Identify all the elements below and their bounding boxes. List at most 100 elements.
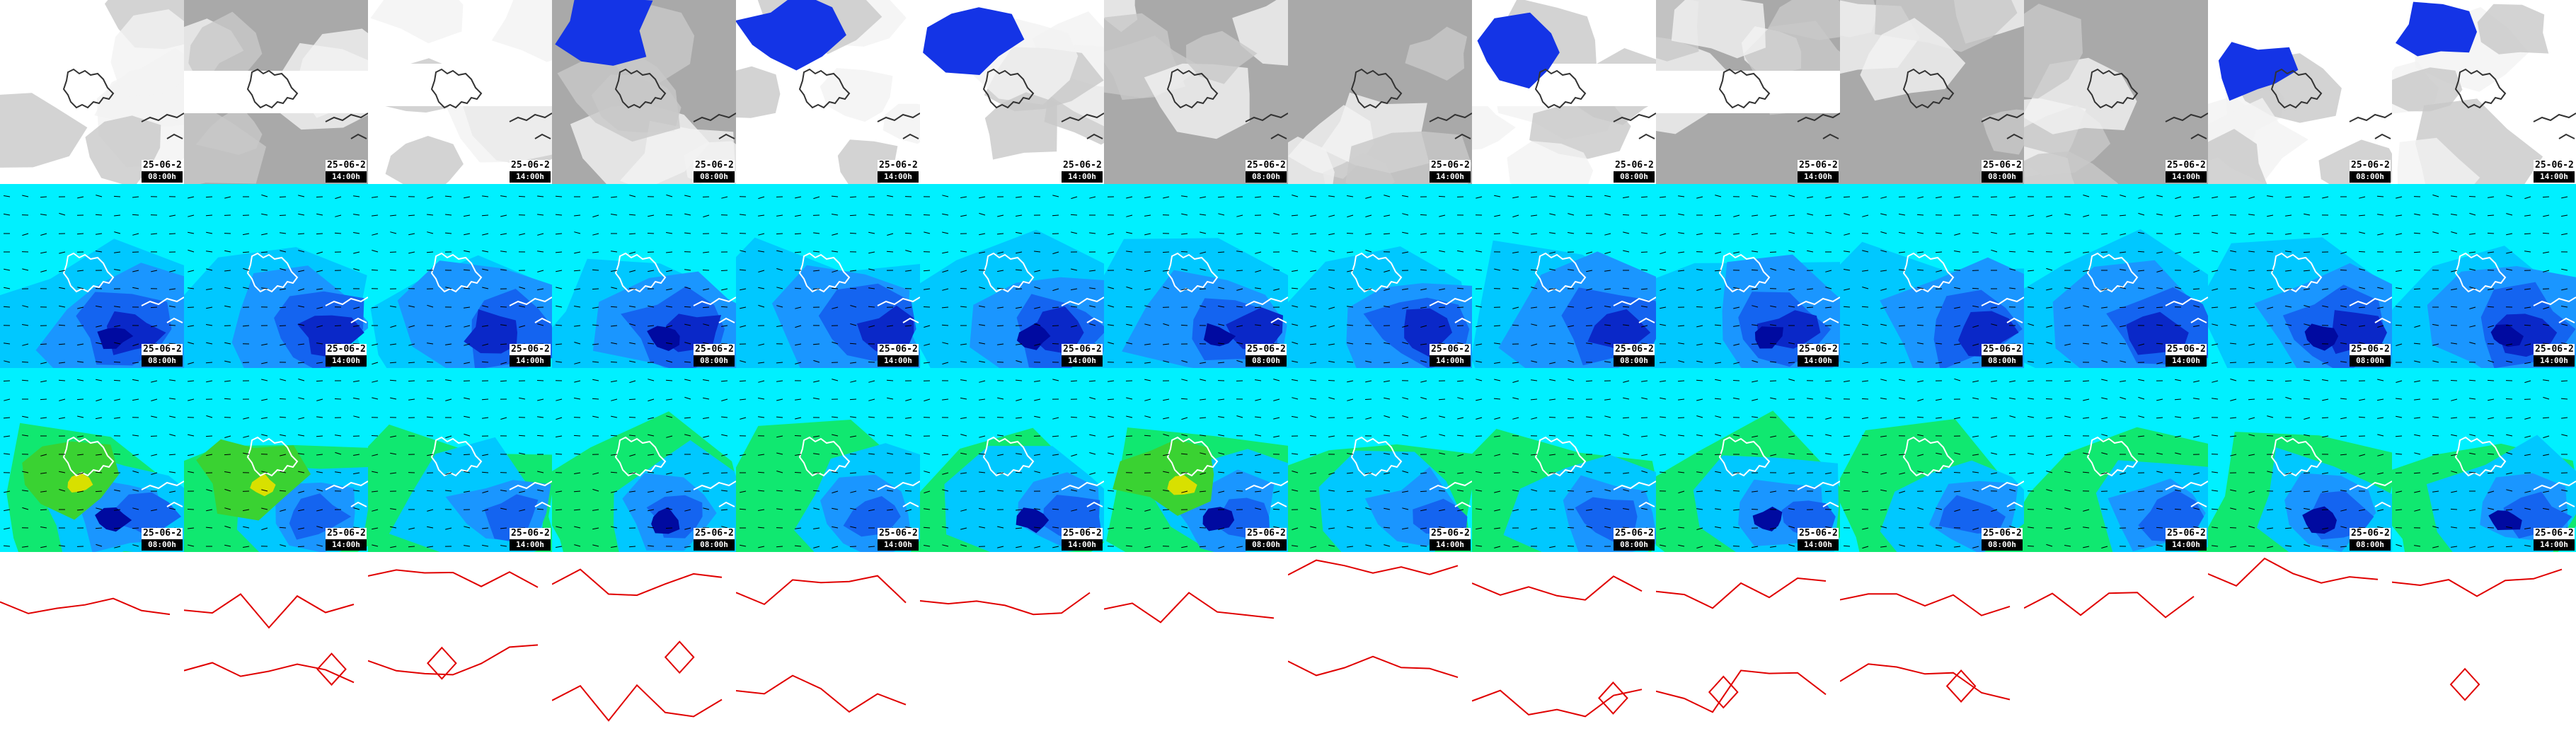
wind-arrow (1696, 233, 1703, 236)
cloud-cover-map-tile[interactable]: 25-06-2 08:00h (0, 0, 184, 184)
wind-gusts-map-tile[interactable]: 25-06-2 08:00h (1472, 368, 1656, 552)
wind-arrow (1494, 195, 1501, 197)
pressure-isobars-map-tile[interactable] (736, 552, 920, 736)
wind-arrow (1438, 398, 1446, 401)
cloud-cover-map-tile[interactable]: 25-06-2 14:00h (368, 0, 552, 184)
wind-arrow (261, 417, 268, 419)
wind-arrow (1200, 305, 1207, 308)
wind-gusts-map-tile[interactable]: 25-06-2 08:00h (0, 368, 184, 552)
cloud-cover-map-tile[interactable]: 25-06-2 14:00h (736, 0, 920, 184)
wind-arrow (2175, 416, 2182, 418)
wind-arrow (1788, 231, 1795, 234)
wind-speed-map-tile[interactable]: 25-06-2 14:00h (368, 184, 552, 368)
wind-gusts-map-tile[interactable]: 25-06-2 14:00h (184, 368, 368, 552)
wind-arrow (2543, 251, 2550, 254)
cloud-cover-map-tile[interactable]: 25-06-2 14:00h (920, 0, 1104, 184)
wind-speed-map-tile[interactable]: 25-06-2 14:00h (920, 184, 1104, 368)
wind-speed-map-tile[interactable]: 25-06-2 14:00h (1288, 184, 1472, 368)
cloud-cover-map-tile[interactable]: 25-06-2 14:00h (184, 0, 368, 184)
cloud-cover-map-tile[interactable]: 25-06-2 08:00h (1840, 0, 2024, 184)
wind-arrow (1715, 251, 1722, 254)
wind-gusts-map-tile[interactable]: 25-06-2 14:00h (1656, 368, 1840, 552)
wind-arrow (795, 454, 802, 456)
wind-arrow (2175, 379, 2182, 381)
wind-arrow (2414, 360, 2421, 363)
cloud-cover-map-tile[interactable]: 25-06-2 14:00h (2392, 0, 2576, 184)
wind-arrow (1089, 472, 1096, 475)
wind-arrow (1052, 527, 1059, 529)
wind-arrow (1384, 472, 1391, 475)
wind-arrow (776, 452, 783, 455)
wind-speed-map-tile[interactable]: 25-06-2 14:00h (2392, 184, 2576, 368)
cloud-cover-map-tile[interactable]: 25-06-2 08:00h (552, 0, 736, 184)
wind-gusts-map-tile[interactable]: 25-06-2 08:00h (1104, 368, 1288, 552)
wind-arrow (389, 379, 397, 381)
wind-speed-map-tile[interactable]: 25-06-2 08:00h (552, 184, 736, 368)
pressure-isobars-map-tile[interactable] (184, 552, 368, 736)
wind-speed-map-tile[interactable]: 25-06-2 08:00h (1472, 184, 1656, 368)
wind-speed-map-tile[interactable]: 25-06-2 08:00h (1840, 184, 2024, 368)
wind-speed-map-tile[interactable]: 25-06-2 14:00h (2024, 184, 2208, 368)
wind-arrow (1291, 287, 1299, 289)
wind-arrow (611, 546, 618, 548)
pressure-isobars-map-tile[interactable] (1472, 552, 1656, 736)
wind-gusts-map-tile[interactable]: 25-06-2 14:00h (2392, 368, 2576, 552)
cloud-cover-map-tile[interactable]: 25-06-2 08:00h (1472, 0, 1656, 184)
contour-region (67, 473, 93, 493)
wind-arrow (1015, 471, 1023, 473)
wind-arrow (2156, 270, 2163, 272)
wind-gusts-map-tile[interactable]: 25-06-2 14:00h (1288, 368, 1472, 552)
pressure-isobars-map-tile[interactable] (1104, 552, 1288, 736)
wind-speed-map-tile[interactable]: 25-06-2 14:00h (1656, 184, 1840, 368)
wind-arrow (1623, 397, 1630, 400)
wind-arrow (2028, 415, 2035, 418)
wind-speed-map-tile[interactable]: 25-06-2 08:00h (1104, 184, 1288, 368)
wind-speed-map-tile[interactable]: 25-06-2 14:00h (184, 184, 368, 368)
wind-arrow (2138, 379, 2145, 381)
pressure-isobars-map-tile[interactable] (920, 552, 1104, 736)
wind-speed-map-tile[interactable]: 25-06-2 14:00h (736, 184, 920, 368)
wind-arrow (1899, 397, 1906, 400)
wind-arrow (1972, 546, 1979, 548)
wind-gusts-map-tile[interactable]: 25-06-2 14:00h (368, 368, 552, 552)
wind-gusts-map-tile[interactable]: 25-06-2 08:00h (1840, 368, 2024, 552)
cloud-cover-map-tile[interactable]: 25-06-2 08:00h (1104, 0, 1288, 184)
pressure-isobars-map-tile[interactable] (1288, 552, 1472, 736)
wind-arrow (2321, 270, 2329, 272)
wind-speed-map-tile[interactable]: 25-06-2 08:00h (2208, 184, 2392, 368)
contour-region (1472, 99, 1516, 150)
wind-speed-map-tile[interactable]: 25-06-2 08:00h (0, 184, 184, 368)
pressure-isobars-map-tile[interactable] (2024, 552, 2208, 736)
pressure-isobars-map-tile[interactable] (552, 552, 736, 736)
pressure-isobars-map-tile[interactable] (2392, 552, 2576, 736)
wind-arrow (2432, 472, 2439, 475)
cloud-cover-map-tile[interactable]: 25-06-2 14:00h (1288, 0, 1472, 184)
pressure-isobars-map-tile[interactable] (2208, 552, 2392, 736)
pressure-isobars-map-tile[interactable] (1840, 552, 2024, 736)
timestamp-label: 25-06-2 14:00h (1062, 344, 1103, 367)
wind-arrow (279, 416, 287, 418)
cloud-cover-map-tile[interactable]: 25-06-2 08:00h (2208, 0, 2392, 184)
wind-arrow (2340, 526, 2347, 529)
cloud-cover-map-tile[interactable]: 25-06-2 14:00h (1656, 0, 1840, 184)
wind-arrow (464, 415, 471, 418)
wind-arrow (703, 342, 710, 345)
pressure-isobars-map-tile[interactable] (0, 552, 184, 736)
wind-arrow (444, 232, 452, 234)
wind-gusts-map-tile[interactable]: 25-06-2 14:00h (736, 368, 920, 552)
wind-arrow (850, 490, 857, 493)
wind-arrow (1936, 544, 1943, 547)
wind-gusts-map-tile[interactable]: 25-06-2 14:00h (920, 368, 1104, 552)
wind-arrow (352, 343, 360, 345)
timestamp-time: 08:00h (1246, 539, 1287, 551)
pressure-isobars-map-tile[interactable] (368, 552, 552, 736)
wind-gusts-map-tile[interactable]: 25-06-2 14:00h (2024, 368, 2208, 552)
wind-arrow (1568, 343, 1575, 345)
wind-gusts-map-tile[interactable]: 25-06-2 08:00h (2208, 368, 2392, 552)
wind-arrow (1126, 415, 1133, 418)
wind-arrow (2137, 251, 2145, 253)
wind-arrow (2543, 270, 2550, 272)
wind-gusts-map-tile[interactable]: 25-06-2 08:00h (552, 368, 736, 552)
cloud-cover-map-tile[interactable]: 25-06-2 14:00h (2024, 0, 2208, 184)
pressure-isobars-map-tile[interactable] (1656, 552, 1840, 736)
